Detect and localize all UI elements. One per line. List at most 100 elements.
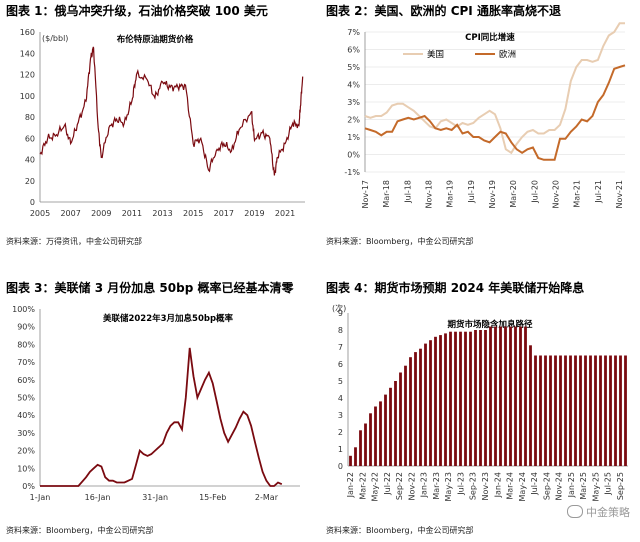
- y-tick-label: 160: [20, 28, 35, 37]
- x-tick-label: 15-Feb: [199, 493, 226, 502]
- watermark: 中金策略: [567, 504, 630, 520]
- bar: [489, 326, 492, 466]
- y-tick-label: 6: [338, 360, 343, 369]
- bar: [354, 447, 357, 466]
- y-tick-label: 6%: [347, 46, 360, 55]
- y-tick-label: 10%: [17, 464, 35, 473]
- y-tick-label: 2%: [347, 116, 360, 125]
- x-tick-label: 2011: [122, 209, 142, 218]
- y-tick-label: 2: [338, 428, 343, 437]
- y-tick-label: 20%: [17, 447, 35, 456]
- bar: [579, 355, 582, 466]
- panel-rate-path: 图表 4：期货市场预期 2024 年美联储开始降息 0 1 2 3 4 5 6 7 8 9 (次) 期…: [320, 271, 640, 542]
- series-line-us: [364, 22, 625, 155]
- watermark-text: 中金策略: [586, 506, 630, 519]
- x-tick-label: Mar-19: [446, 180, 455, 208]
- series-line-brent: [39, 46, 304, 176]
- bar: [564, 355, 567, 466]
- bar: [479, 330, 482, 466]
- chart-heading: 图表 3：美联储 3 月份加息 50bp 概率已经基本清零: [6, 281, 294, 295]
- y-tick-label: -1%: [344, 168, 360, 177]
- y-tick-label: 30%: [17, 429, 35, 438]
- y-tick-label: 0: [30, 198, 35, 207]
- bar: [594, 355, 597, 466]
- bar: [414, 352, 417, 466]
- panel-cpi: 图表 2：美国、欧洲的 CPI 通胀率高烧不退 -1% 0% 1% 2% 3% 4% 5% 6…: [320, 0, 640, 271]
- x-tick-label: Jul-20: [530, 180, 539, 204]
- bar: [554, 355, 557, 466]
- x-tick-label: 2017: [214, 209, 234, 218]
- x-tick-label: 2019: [244, 209, 264, 218]
- chart-title: 布伦特原油期货价格: [116, 34, 194, 45]
- bar: [439, 335, 442, 466]
- y-tick-label: 7: [338, 343, 343, 352]
- bar: [549, 355, 552, 466]
- x-tick-label: 2015: [183, 209, 203, 218]
- bar: [349, 455, 352, 466]
- x-tick-label: Nov-20: [552, 180, 561, 208]
- panel-oil: 图表 1：俄乌冲突升级，石油价格突破 100 美元 0 20 40 60 80 100 12…: [0, 0, 320, 271]
- x-tick-label: May-22: [371, 472, 380, 501]
- y-tick-label: 90%: [17, 323, 35, 332]
- y-tick-label: 80%: [17, 340, 35, 349]
- x-tick-label: Nov-23: [481, 472, 490, 500]
- bar: [374, 406, 377, 466]
- y-tick-label: 3%: [347, 98, 360, 107]
- x-tick-label: Nov-21: [615, 180, 624, 208]
- bar: [624, 355, 627, 466]
- rate-path-chart: 0 1 2 3 4 5 6 7 8 9(次) 期货市场隐含加息路径 Jan-22 Mar-22 May-2…: [332, 303, 628, 501]
- x-tick-label: Sep-23: [469, 472, 478, 500]
- x-tick-label: Sep-22: [395, 472, 404, 500]
- y-tick-label: 5%: [347, 63, 360, 72]
- x-tick-label: Mar-21: [573, 180, 582, 208]
- chart-heading: 图表 1：俄乌冲突升级，石油价格突破 100 美元: [6, 4, 268, 18]
- source-note: 资料来源：Bloomberg，中金公司研究部: [6, 526, 154, 535]
- x-tick-label: Jul-25: [604, 472, 613, 496]
- bar: [569, 355, 572, 466]
- bar: [509, 326, 512, 466]
- series-line-probability: [40, 347, 283, 487]
- y-tick-label: 60%: [17, 376, 35, 385]
- bar: [559, 355, 562, 466]
- x-tick-label: Jan-25: [567, 472, 576, 498]
- source-note: 资料来源：Bloomberg，中金公司研究部: [326, 237, 474, 246]
- bar: [474, 330, 477, 466]
- y-tick-label: 40%: [17, 411, 35, 420]
- bar: [469, 331, 472, 466]
- y-tick-label: 5: [338, 377, 343, 386]
- y-tick-label: 40: [25, 156, 35, 165]
- y-tick-label: 20: [25, 177, 35, 186]
- x-tick-label: Jul-22: [383, 472, 392, 496]
- bar: [449, 331, 452, 466]
- bar: [394, 381, 397, 466]
- bar: [399, 372, 402, 466]
- x-tick-label: Sep-24: [542, 472, 551, 500]
- source-note: 资料来源：Bloomberg，中金公司研究部: [326, 526, 474, 535]
- bar: [529, 345, 532, 466]
- series-line-europe: [364, 64, 626, 161]
- cpi-chart: -1% 0% 1% 2% 3% 4% 5% 6% 7% Nov-17 Mar-18 Jul-18 Nov…: [344, 22, 626, 208]
- y-axis-label: (次): [332, 303, 346, 313]
- chart-heading: 图表 4：期货市场预期 2024 年美联储开始降息: [326, 281, 585, 295]
- legend-label: 美国: [427, 49, 444, 60]
- y-tick-label: 7%: [347, 28, 360, 37]
- bar: [369, 413, 372, 466]
- bar: [544, 355, 547, 466]
- x-tick-label: Mar-24: [506, 472, 515, 500]
- bar: [379, 401, 382, 466]
- x-tick-label: Jul-18: [403, 180, 412, 204]
- x-tick-label: 2013: [152, 209, 172, 218]
- probability-chart: 0% 10% 20% 30% 40% 50% 60% 70% 80% 90% 100% 1-Jan 16…: [12, 305, 300, 502]
- x-tick-label: Mar-18: [382, 180, 391, 208]
- bar: [619, 355, 622, 466]
- bar: [409, 357, 412, 466]
- y-tick-label: 4%: [347, 81, 360, 90]
- y-tick-label: 1: [338, 445, 343, 454]
- y-tick-label: 50%: [17, 394, 35, 403]
- y-tick-label: 70%: [17, 358, 35, 367]
- x-tick-label: Jul-23: [456, 472, 465, 496]
- bar: [504, 326, 507, 466]
- x-tick-label: Jul-19: [467, 180, 476, 204]
- bar: [524, 326, 527, 466]
- bar: [599, 355, 602, 466]
